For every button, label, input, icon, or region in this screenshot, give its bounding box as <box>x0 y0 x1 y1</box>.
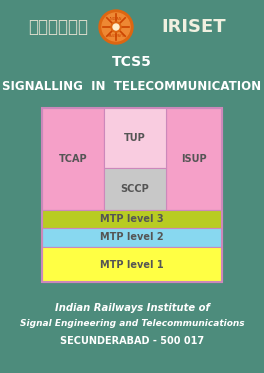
Text: MTP level 3: MTP level 3 <box>100 214 164 224</box>
Text: RAILWAYS: RAILWAYS <box>107 34 125 38</box>
Circle shape <box>102 13 130 41</box>
Text: TUP: TUP <box>124 133 146 143</box>
Text: Indian Railways Institute of: Indian Railways Institute of <box>55 303 209 313</box>
Bar <box>42 108 222 282</box>
Text: MTP level 2: MTP level 2 <box>100 232 164 242</box>
Bar <box>42 108 104 210</box>
Circle shape <box>99 10 133 44</box>
Bar <box>104 108 166 168</box>
Bar <box>42 247 222 282</box>
Text: ISUP: ISUP <box>181 154 207 164</box>
Text: MTP level 1: MTP level 1 <box>100 260 164 270</box>
Text: IRISET: IRISET <box>162 18 226 36</box>
Text: SIGNALLING  IN  TELECOMMUNICATION: SIGNALLING IN TELECOMMUNICATION <box>2 81 262 94</box>
Text: SECUNDERABAD - 500 017: SECUNDERABAD - 500 017 <box>60 336 204 346</box>
Text: INDIAN: INDIAN <box>110 17 122 21</box>
Text: Signal Engineering and Telecommunications: Signal Engineering and Telecommunication… <box>20 320 244 329</box>
Text: इरिसेट: इरिसेट <box>28 18 88 36</box>
Text: SCCP: SCCP <box>121 184 149 194</box>
Text: TCAP: TCAP <box>59 154 87 164</box>
Text: TCS5: TCS5 <box>112 55 152 69</box>
Circle shape <box>113 24 119 30</box>
Circle shape <box>111 22 121 32</box>
Bar <box>42 228 222 247</box>
Bar <box>42 210 222 228</box>
Bar <box>166 108 222 210</box>
Bar <box>104 168 166 210</box>
